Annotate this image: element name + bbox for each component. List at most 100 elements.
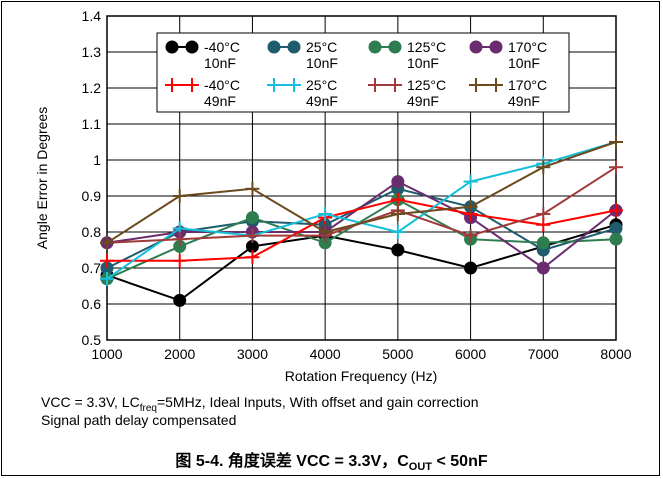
legend-marker	[368, 40, 382, 54]
caption-text-b: < 50nF	[432, 453, 488, 470]
series-7	[100, 135, 623, 250]
data-point	[245, 228, 260, 243]
data-point	[173, 293, 187, 307]
note-subscript: freq	[139, 402, 157, 414]
legend-marker	[469, 78, 483, 92]
legend-label-temp: 170°C	[508, 77, 547, 93]
y-tick-label: 1.4	[82, 8, 102, 24]
caption-text-a: 图 5-4. 角度误差 VCC = 3.3V，C	[175, 453, 409, 470]
data-point	[172, 232, 187, 247]
y-tick-label: 1	[93, 152, 101, 168]
data-point	[536, 236, 550, 250]
data-point	[245, 250, 260, 265]
legend: -40°C10nF25°C10nF125°C10nF170°C10nF-40°C…	[165, 39, 547, 109]
legend-label-cap: 10nF	[306, 55, 338, 71]
delay-note: Signal path delay compensated	[41, 412, 237, 428]
tick-labels: 1000 2000 3000 4000 5000 6000 7000 8000 0.5 0.6 0.…	[82, 8, 632, 362]
x-tick-label: 6000	[455, 346, 486, 362]
legend-marker	[489, 78, 503, 92]
y-tick-label: 0.5	[82, 332, 102, 348]
data-point	[536, 160, 551, 175]
y-tick-label: 0.8	[82, 224, 102, 240]
legend-marker	[185, 40, 199, 54]
legend-label-cap: 10nF	[204, 55, 236, 71]
y-tick-label: 0.7	[82, 260, 102, 276]
series-line	[106, 198, 617, 280]
x-tick-label: 2000	[164, 346, 195, 362]
data-point	[318, 225, 333, 239]
legend-label-cap: 10nF	[508, 55, 540, 71]
data-point	[390, 207, 405, 221]
x-tick-label: 5000	[382, 346, 413, 362]
legend-label-cap: 49nF	[306, 93, 338, 109]
x-tick-label: 7000	[528, 346, 559, 362]
data-point	[390, 225, 405, 239]
legend-marker	[165, 78, 179, 92]
legend-label-cap: 49nF	[508, 93, 540, 109]
series-line	[106, 180, 617, 270]
figure-caption: 图 5-4. 角度误差 VCC = 3.3V，COUT < 50nF	[0, 447, 663, 473]
x-tick-label: 4000	[310, 346, 341, 362]
data-point	[318, 207, 333, 221]
note-text-b: =5MHz, Ideal Inputs, With offset and gai…	[156, 394, 479, 410]
legend-marker	[368, 78, 382, 92]
legend-marker	[267, 78, 281, 92]
legend-marker	[287, 40, 301, 54]
data-point	[100, 271, 114, 286]
legend-label-temp: 170°C	[508, 39, 547, 55]
note-text-a: VCC = 3.3V, LC	[41, 394, 140, 410]
x-axis-label: Rotation Frequency (Hz)	[285, 368, 438, 384]
legend-marker	[267, 40, 281, 54]
data-point	[100, 235, 114, 250]
data-point	[172, 253, 187, 268]
data-point	[100, 253, 114, 268]
legend-marker	[469, 40, 483, 54]
legend-label-temp: -40°C	[204, 39, 240, 55]
data-point	[245, 211, 259, 225]
data-point	[172, 189, 187, 203]
data-point	[245, 181, 260, 196]
data-point	[464, 261, 478, 275]
legend-label-cap: 49nF	[407, 93, 439, 109]
y-tick-label: 0.6	[82, 296, 102, 312]
x-tick-label: 1000	[91, 346, 122, 362]
data-point	[463, 174, 478, 189]
x-tick-label: 8000	[600, 346, 631, 362]
caption-subscript: OUT	[408, 461, 433, 474]
legend-label-cap: 49nF	[204, 93, 236, 109]
legend-label-temp: 25°C	[306, 39, 337, 55]
legend-marker	[388, 40, 402, 54]
legend-marker	[489, 40, 503, 54]
legend-marker	[185, 78, 199, 92]
data-point	[463, 228, 478, 243]
x-tick-label: 3000	[237, 346, 268, 362]
y-tick-label: 1.1	[82, 116, 102, 132]
series-line	[107, 198, 617, 262]
angle-error-chart: 1000 2000 3000 4000 5000 6000 7000 8000 0.5 0.6 0.…	[34, 8, 632, 384]
y-tick-label: 0.9	[82, 188, 102, 204]
legend-marker	[165, 40, 179, 54]
legend-label-temp: -40°C	[204, 77, 240, 93]
legend-label-temp: 125°C	[407, 39, 446, 55]
legend-label-cap: 10nF	[407, 55, 439, 71]
series-lines	[100, 135, 623, 307]
data-point	[536, 207, 551, 221]
data-point	[391, 175, 405, 189]
y-axis-label: Angle Error in Degrees	[34, 107, 50, 249]
data-point	[609, 135, 623, 149]
series-line	[106, 141, 617, 244]
legend-label-temp: 125°C	[407, 77, 446, 93]
legend-marker	[388, 78, 402, 92]
data-point	[609, 203, 623, 218]
data-point	[609, 232, 623, 246]
data-point	[536, 261, 550, 275]
legend-label-temp: 25°C	[306, 77, 337, 93]
